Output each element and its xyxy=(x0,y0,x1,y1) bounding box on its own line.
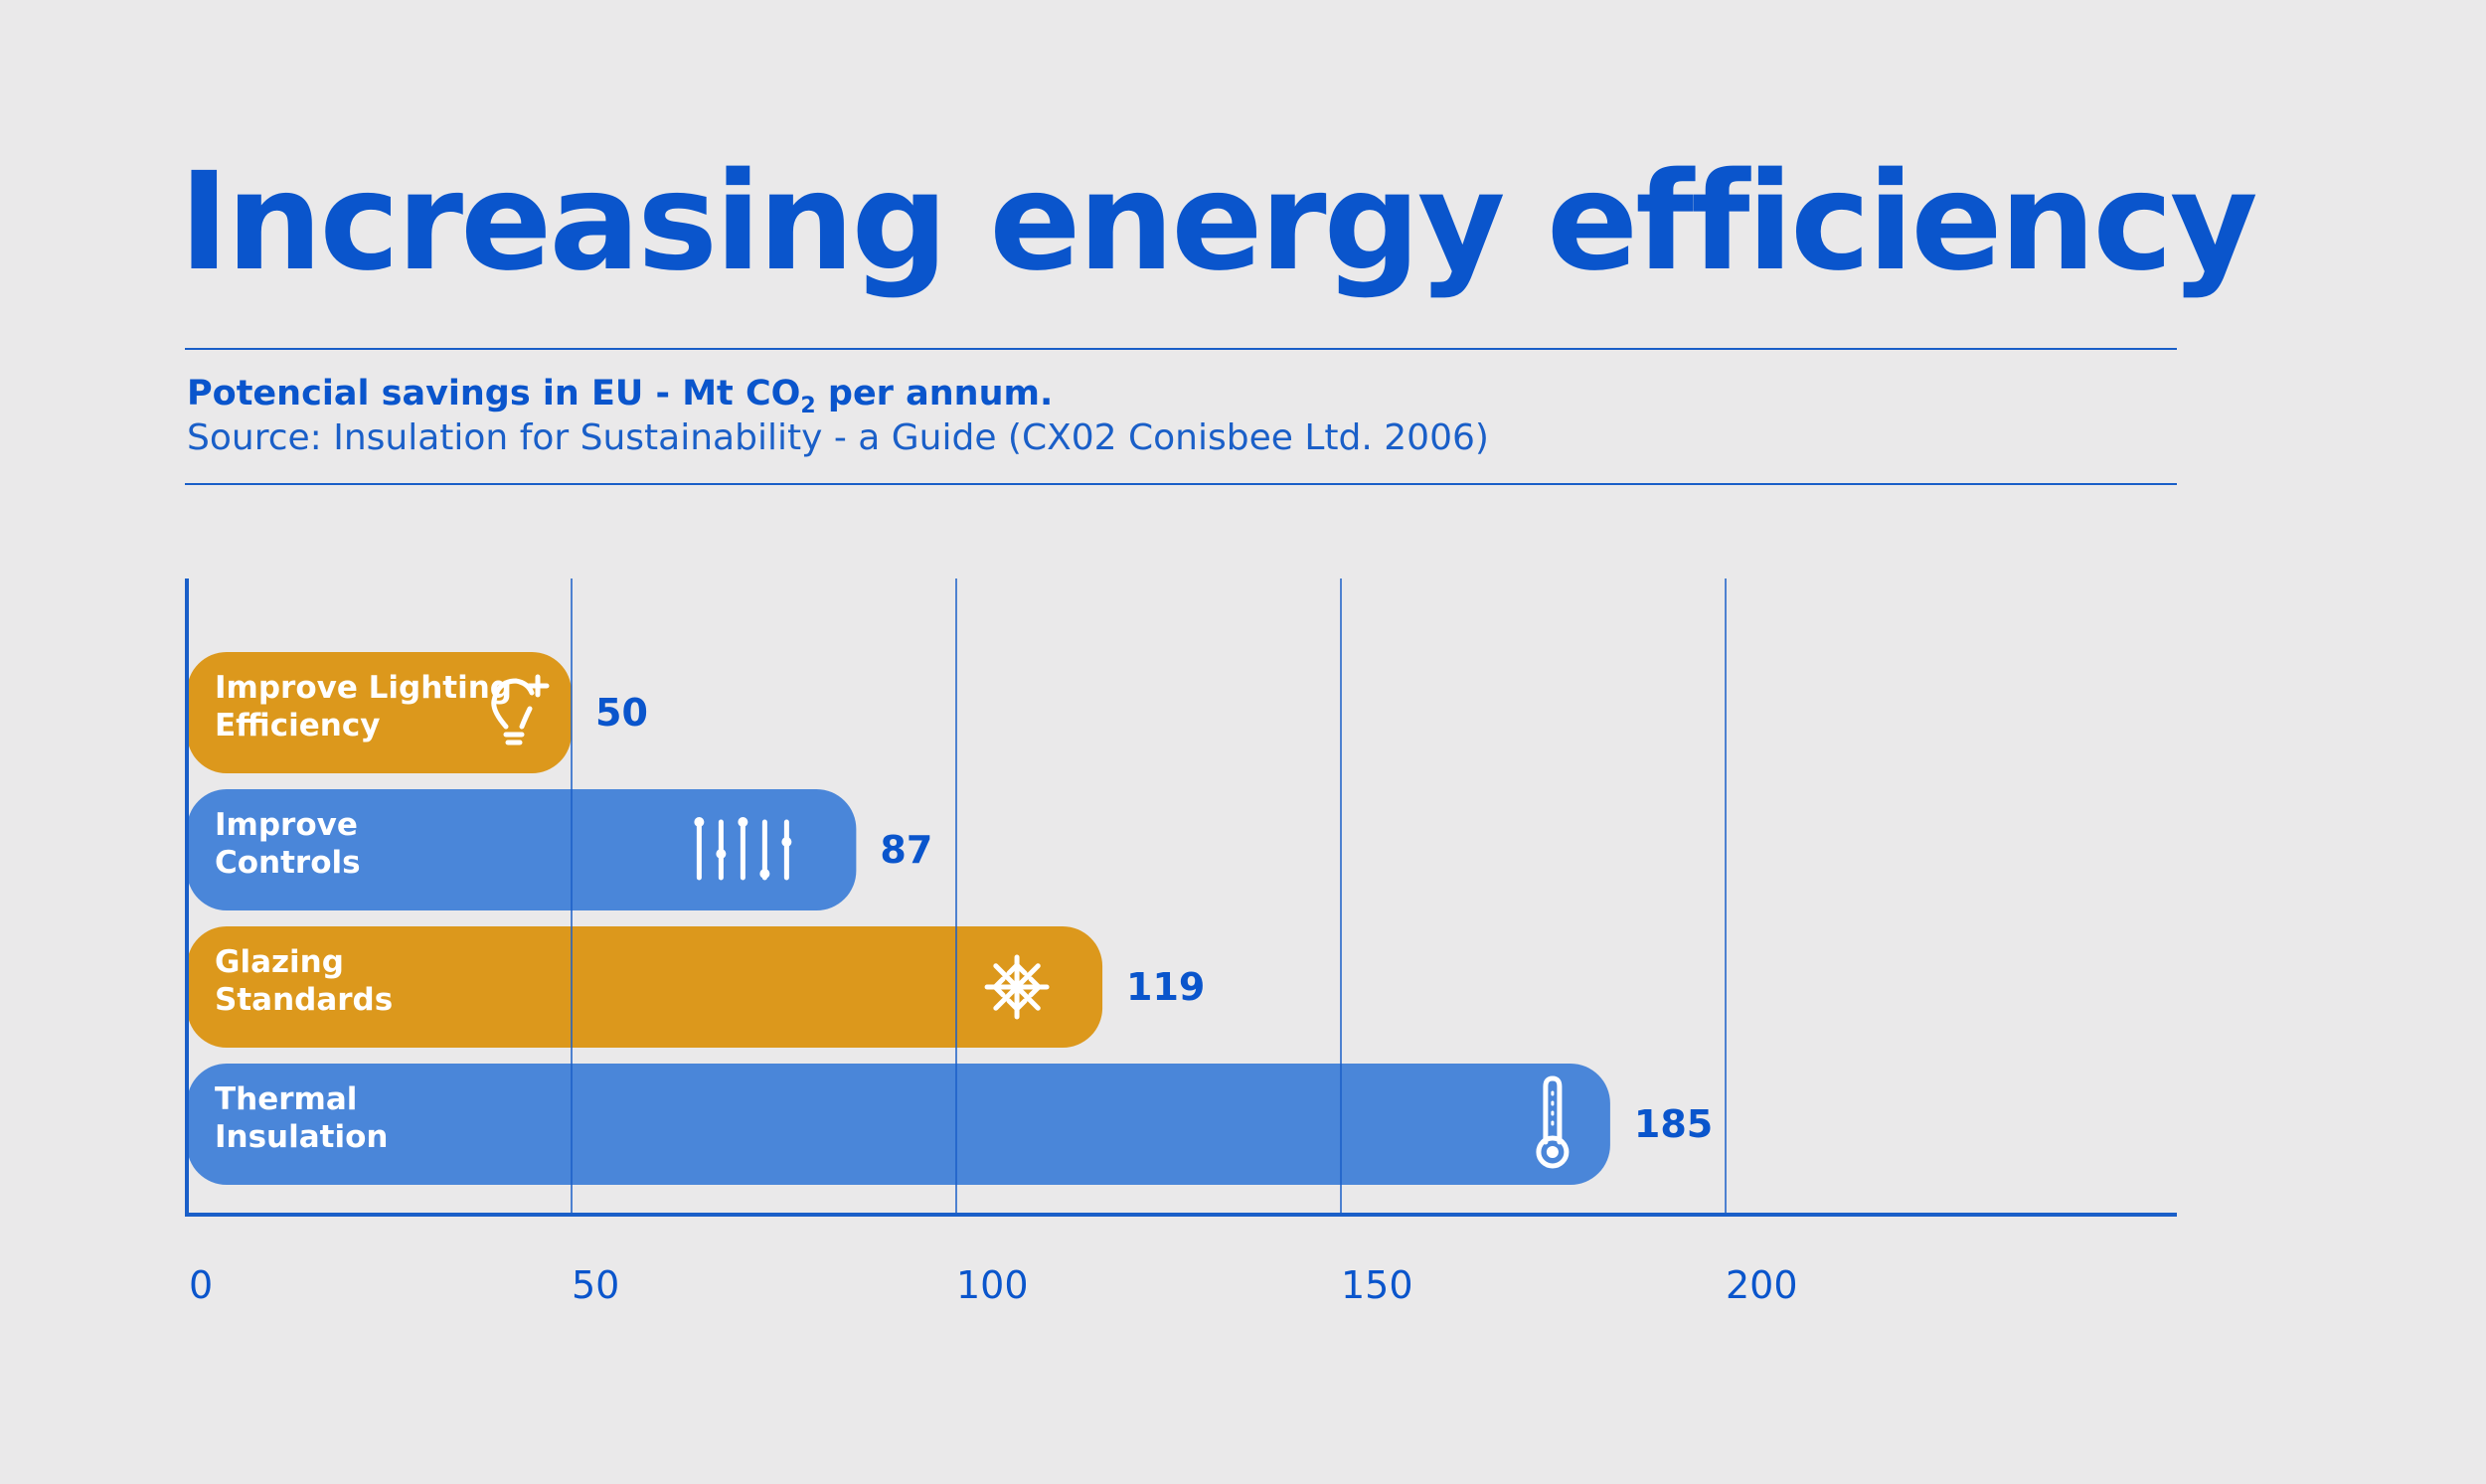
bar xyxy=(187,789,857,910)
bar-value-label: 50 xyxy=(595,691,648,735)
x-tick-label: 100 xyxy=(956,1263,1029,1307)
x-tick-label: 50 xyxy=(572,1263,619,1307)
bar-group: Thermal Insulation 185 xyxy=(187,1064,1713,1185)
subtitle-subscript: 2 xyxy=(800,394,816,418)
subtitle-rest: per annum. xyxy=(815,374,1054,413)
sliders-icon xyxy=(694,817,792,881)
chart-subtitle: Potencial savings in EU - Mt CO2 per ann… xyxy=(187,374,1053,418)
bar-group: Improve Controls 87 xyxy=(187,789,932,910)
bar-label-line: Thermal xyxy=(215,1081,357,1117)
lightbulb-icon xyxy=(491,674,550,745)
bar-label: Thermal Insulation xyxy=(215,1081,388,1155)
bar-label: Glazing Standards xyxy=(215,944,393,1018)
x-tick-label: 200 xyxy=(1726,1263,1798,1307)
bar-label: Improve Lighting Efficiency xyxy=(215,670,512,743)
page-title: Increasing energy efficiency xyxy=(179,144,2258,301)
x-tick-label: 150 xyxy=(1341,1263,1413,1307)
x-tick-labels: 0 50 100 150 200 xyxy=(189,1263,1798,1307)
bar-value-label: 185 xyxy=(1634,1102,1713,1146)
bar xyxy=(187,926,1103,1048)
bar-label-line: Standards xyxy=(215,982,393,1018)
snowflake-icon xyxy=(984,954,1050,1020)
bar-label-line: Glazing xyxy=(215,944,344,980)
grid-lines xyxy=(571,578,1727,1213)
bar-label: Improve Controls xyxy=(215,807,361,881)
bar-label-line: Controls xyxy=(215,845,361,881)
bar-label-line: Improve Lighting xyxy=(215,670,512,706)
bar-group: Glazing Standards 119 xyxy=(187,926,1205,1048)
x-tick-label: 0 xyxy=(189,1263,213,1307)
bar-label-line: Improve xyxy=(215,807,358,843)
bottom-divider xyxy=(185,483,2177,485)
bar-label-line: Efficiency xyxy=(215,708,380,743)
bar-value-label: 87 xyxy=(880,828,932,872)
bar-label-line: Insulation xyxy=(215,1119,388,1155)
top-divider xyxy=(185,348,2177,350)
bars: Improve Lighting Efficiency 50 Improve Contr… xyxy=(187,652,1713,1185)
bar-value-label: 119 xyxy=(1126,965,1205,1009)
bar xyxy=(187,1064,1610,1185)
bar xyxy=(187,652,572,773)
bar-group: Improve Lighting Efficiency 50 xyxy=(187,652,648,773)
subtitle-main: Potencial savings in EU - Mt CO xyxy=(187,374,801,413)
thermometer-icon xyxy=(1536,1075,1570,1169)
axes xyxy=(185,578,2177,1217)
chart-source: Source: Insulation for Sustainability - … xyxy=(187,417,1489,458)
